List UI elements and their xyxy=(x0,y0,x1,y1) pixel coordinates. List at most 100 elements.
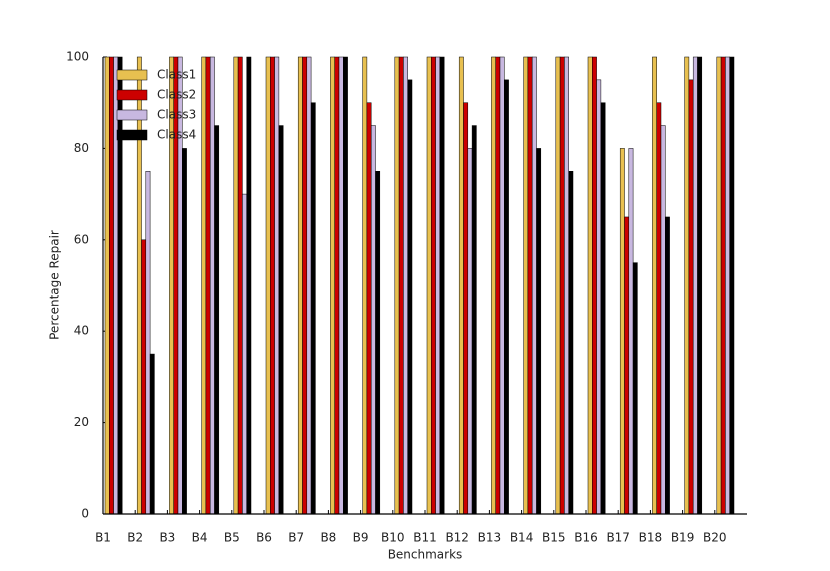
bar xyxy=(237,56,243,515)
x-tick-label: B1 xyxy=(95,531,111,545)
x-tick-label: B7 xyxy=(288,531,304,545)
x-tick-label: B20 xyxy=(703,531,727,545)
legend-label: Class4 xyxy=(157,128,196,142)
x-tick-label: B19 xyxy=(671,531,695,545)
bar xyxy=(499,56,505,515)
y-tick-label: 0 xyxy=(81,507,89,521)
bar xyxy=(117,56,123,515)
bar xyxy=(729,56,735,515)
bar xyxy=(527,56,533,515)
bar xyxy=(338,56,344,515)
bar xyxy=(596,79,602,515)
legend-swatch xyxy=(116,69,148,81)
bar xyxy=(149,353,155,515)
bar xyxy=(169,56,174,515)
bar xyxy=(624,216,630,515)
bar xyxy=(141,239,147,515)
bar xyxy=(362,56,368,515)
bar xyxy=(407,79,413,515)
x-tick-label: B17 xyxy=(606,531,630,545)
bar xyxy=(536,148,542,515)
bar xyxy=(600,102,606,515)
bar xyxy=(136,56,142,515)
bar xyxy=(559,56,565,515)
x-tick-label: B10 xyxy=(381,531,405,545)
x-tick-label: B2 xyxy=(127,531,143,545)
bar xyxy=(471,125,477,515)
bar xyxy=(684,56,690,515)
bar xyxy=(688,79,694,515)
bar xyxy=(306,56,312,515)
bar xyxy=(652,56,657,515)
bar xyxy=(504,79,509,515)
bar xyxy=(265,56,271,515)
x-tick-label: B15 xyxy=(542,531,566,545)
bar xyxy=(242,193,247,515)
bar xyxy=(720,56,726,515)
legend-label: Class1 xyxy=(157,68,196,82)
bar xyxy=(370,125,376,515)
x-tick-label: B12 xyxy=(445,531,469,545)
bar xyxy=(439,56,445,515)
bar xyxy=(278,125,284,515)
x-tick-label: B16 xyxy=(574,531,598,545)
bar xyxy=(403,56,408,515)
bar xyxy=(697,56,703,515)
bar xyxy=(531,56,537,515)
bar xyxy=(716,56,722,515)
y-tick-label: 60 xyxy=(74,232,89,246)
bar xyxy=(628,148,634,515)
bar xyxy=(330,56,335,515)
y-axis-label: Percentage Repair xyxy=(48,230,62,340)
bar xyxy=(592,56,597,515)
y-tick-label: 40 xyxy=(74,324,89,338)
bar xyxy=(310,102,316,515)
bar xyxy=(491,56,496,515)
x-tick-label: B13 xyxy=(478,531,502,545)
legend-swatch xyxy=(116,129,148,141)
bar xyxy=(109,56,114,515)
x-tick-label: B11 xyxy=(413,531,437,545)
bar xyxy=(177,56,183,515)
bar xyxy=(555,56,561,515)
legend-label: Class2 xyxy=(157,88,196,102)
x-tick-label: B6 xyxy=(256,531,272,545)
bar xyxy=(564,56,569,515)
bar xyxy=(297,56,303,515)
bar xyxy=(665,216,670,515)
bar xyxy=(209,56,215,515)
bar xyxy=(334,56,340,515)
bar xyxy=(104,56,110,515)
bar xyxy=(435,56,441,515)
bar xyxy=(426,56,432,515)
bar xyxy=(632,262,638,515)
bar xyxy=(274,56,280,515)
bar xyxy=(394,56,400,515)
bar xyxy=(366,102,372,515)
legend-swatch xyxy=(116,89,148,101)
bar xyxy=(660,125,666,515)
bar xyxy=(375,171,381,515)
bar xyxy=(568,171,574,515)
bar xyxy=(302,56,308,515)
bar xyxy=(463,102,469,515)
y-tick-label: 80 xyxy=(74,141,89,155)
x-tick-label: B3 xyxy=(159,531,175,545)
bar xyxy=(725,56,730,515)
bar xyxy=(233,56,239,515)
legend-label: Class3 xyxy=(157,108,196,122)
bar xyxy=(495,56,501,515)
bar xyxy=(587,56,593,515)
x-tick-label: B18 xyxy=(639,531,663,545)
bar xyxy=(398,56,404,515)
bar xyxy=(656,102,662,515)
bar xyxy=(205,56,211,515)
legend-swatch xyxy=(116,109,148,121)
y-tick-label: 20 xyxy=(74,415,89,429)
x-axis-label: Benchmarks xyxy=(388,548,463,562)
bar xyxy=(458,56,464,515)
bar xyxy=(619,148,625,515)
bar xyxy=(523,56,529,515)
x-tick-label: B4 xyxy=(192,531,208,545)
